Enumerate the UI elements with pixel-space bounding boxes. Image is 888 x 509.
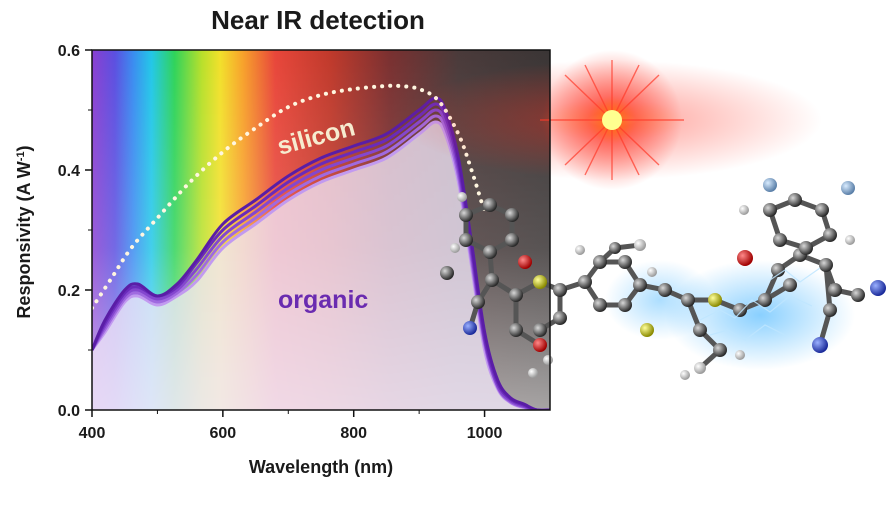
y-axis-label: Responsivity (A W-1) xyxy=(14,145,34,318)
y-axis: 0.0 0.2 0.4 0.6 xyxy=(58,43,92,420)
series-layer xyxy=(92,96,550,410)
y-tick-label: 0.0 xyxy=(58,403,80,420)
x-axis-label: Wavelength (nm) xyxy=(249,457,393,477)
organic-series-1-line xyxy=(92,96,550,410)
y-axis-label-suffix: ) xyxy=(14,145,34,151)
x-tick-label: 400 xyxy=(79,425,106,442)
molecule-illustration xyxy=(440,178,886,380)
y-tick-label: 0.2 xyxy=(58,283,80,300)
y-axis-label-superscript: -1 xyxy=(15,151,27,161)
organic-area-fill xyxy=(92,122,550,410)
laser-burst-illustration xyxy=(402,50,822,190)
x-tick-label: 1000 xyxy=(467,425,503,442)
y-tick-label: 0.4 xyxy=(58,163,80,180)
organic-annotation: organic xyxy=(278,286,368,314)
organic-fill-layer xyxy=(92,122,550,410)
y-tick-label: 0.6 xyxy=(58,43,80,60)
y-axis-label-main: Responsivity (A W xyxy=(14,161,34,318)
x-axis: 400 600 800 1000 xyxy=(79,410,503,442)
chart-title: Near IR detection xyxy=(211,5,425,35)
x-tick-label: 600 xyxy=(210,425,237,442)
x-tick-label: 800 xyxy=(340,425,367,442)
